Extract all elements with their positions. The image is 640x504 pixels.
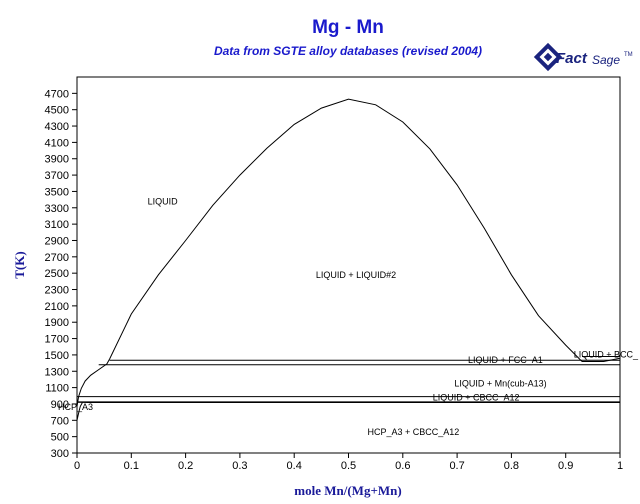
y-tick-label: 3100 bbox=[45, 219, 69, 231]
y-tick-label: 4300 bbox=[45, 121, 69, 133]
y-tick-label: 300 bbox=[51, 448, 69, 460]
y-tick-label: 3900 bbox=[45, 154, 69, 166]
y-tick-label: 1900 bbox=[45, 317, 69, 329]
phase-region-label: LIQUID bbox=[148, 197, 179, 207]
x-tick-label: 0.7 bbox=[449, 460, 464, 472]
y-tick-label: 500 bbox=[51, 432, 69, 444]
phase-region-label: LIQUID + Mn(cub-A13) bbox=[454, 378, 546, 388]
phase-boundary-line-5 bbox=[582, 357, 621, 362]
phase-region-labels: LIQUID LIQUID + LIQUID#2 LIQUID + BCC_ LIQU… bbox=[58, 197, 639, 438]
y-tick-label: 3500 bbox=[45, 186, 69, 198]
phase-region-label: HCP_A3 bbox=[58, 402, 93, 412]
y-tick-label: 2700 bbox=[45, 252, 69, 264]
phase-region-label: LIQUID + BCC_ bbox=[574, 349, 639, 359]
y-tick-label: 4700 bbox=[45, 88, 69, 100]
x-tick-label: 0.2 bbox=[178, 460, 193, 472]
x-tick-label: 0.8 bbox=[504, 460, 519, 472]
y-tick-label: 4100 bbox=[45, 137, 69, 149]
phase-boundaries bbox=[76, 98, 621, 421]
y-tick-label: 3300 bbox=[45, 203, 69, 215]
x-tick-label: 0.1 bbox=[124, 460, 139, 472]
x-tick-label: 0.3 bbox=[232, 460, 247, 472]
x-tick-label: 1 bbox=[617, 460, 623, 472]
y-axis: 300 500 700 900 1100 1300 1500 1700 1900 2100 2300… bbox=[45, 88, 77, 460]
y-tick-label: 700 bbox=[51, 415, 69, 427]
logo-fact-text: Fact bbox=[556, 50, 588, 67]
x-tick-label: 0.5 bbox=[341, 460, 356, 472]
x-tick-label: 0.6 bbox=[395, 460, 410, 472]
chart-title: Mg - Mn bbox=[312, 17, 384, 38]
phase-region-label: LIQUID + CBCC_A12 bbox=[433, 392, 520, 402]
y-tick-label: 2500 bbox=[45, 268, 69, 280]
factsage-logo-icon: Fact Sage TM bbox=[533, 42, 633, 72]
y-tick-label: 2900 bbox=[45, 235, 69, 247]
y-tick-label: 1700 bbox=[45, 334, 69, 346]
x-axis-title: mole Mn/(Mg+Mn) bbox=[294, 483, 401, 498]
phase-boundary-line-10 bbox=[76, 402, 83, 421]
y-axis-title: T(K) bbox=[12, 251, 27, 278]
y-tick-label: 1300 bbox=[45, 366, 69, 378]
x-tick-label: 0.9 bbox=[558, 460, 573, 472]
x-axis: 0 0.1 0.2 0.3 0.4 0.5 0.6 0.7 0.8 0.9 1 bbox=[74, 453, 623, 472]
phase-boundary-line-2 bbox=[109, 98, 583, 362]
phase-region-label: HCP_A3 + CBCC_A12 bbox=[368, 427, 460, 437]
y-tick-label: 1500 bbox=[45, 350, 69, 362]
phase-boundary-line-1 bbox=[76, 358, 111, 407]
logo-sage-text: Sage bbox=[592, 53, 620, 67]
y-tick-label: 2300 bbox=[45, 285, 69, 297]
phase-region-label: LIQUID + LIQUID#2 bbox=[316, 270, 396, 280]
y-tick-label: 3700 bbox=[45, 170, 69, 182]
logo-tm-text: TM bbox=[624, 52, 633, 58]
x-tick-label: 0 bbox=[74, 460, 80, 472]
y-tick-label: 4500 bbox=[45, 105, 69, 117]
phase-region-label: LIQUID + FCC_A1 bbox=[468, 355, 543, 365]
x-tick-label: 0.4 bbox=[287, 460, 302, 472]
y-tick-label: 1100 bbox=[45, 383, 69, 395]
y-tick-label: 2100 bbox=[45, 301, 69, 313]
chart-subtitle: Data from SGTE alloy databases (revised … bbox=[214, 44, 482, 58]
y-tick-label: 900 bbox=[51, 399, 69, 411]
